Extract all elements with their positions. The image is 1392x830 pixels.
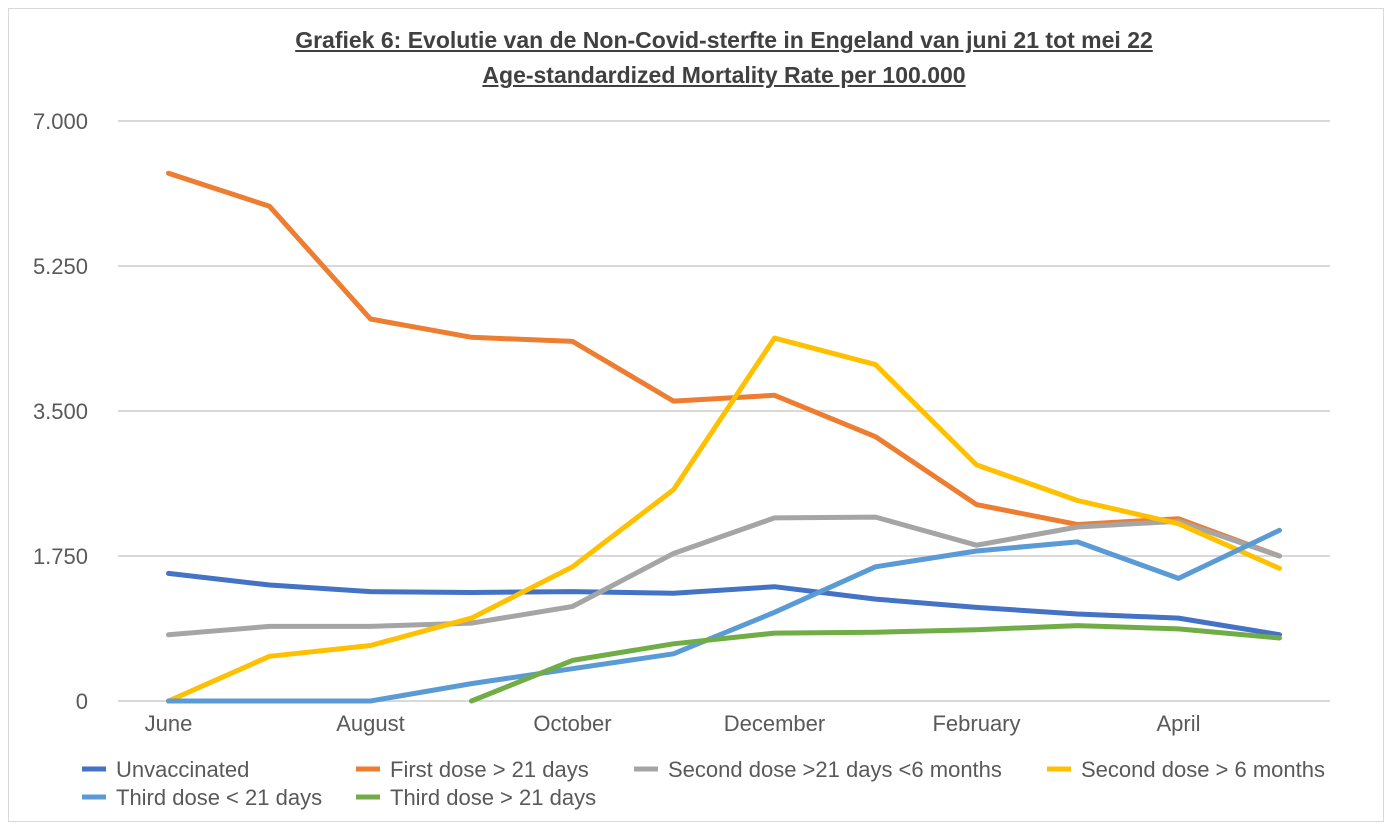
x-tick-label: June: [145, 711, 193, 736]
legend-label-4: Third dose < 21 days: [116, 785, 322, 810]
series-line-4: [166, 527, 1282, 704]
legend-label-2: Second dose >21 days <6 months: [668, 757, 1002, 782]
x-tick-label: February: [932, 711, 1020, 736]
x-tick-label: April: [1156, 711, 1200, 736]
chart-subtitle: Age-standardized Mortality Rate per 100.…: [482, 62, 966, 88]
legend-label-5: Third dose > 21 days: [390, 785, 596, 810]
series-line-3: [166, 335, 1282, 704]
legend-label-3: Second dose > 6 months: [1081, 757, 1325, 782]
series-line-1: [166, 170, 1282, 559]
y-tick-label: 5.250: [33, 254, 88, 279]
legend-label-0: Unvaccinated: [116, 757, 249, 782]
series-line-0: [166, 570, 1282, 638]
x-tick-label: October: [533, 711, 611, 736]
y-tick-label: 3.500: [33, 399, 88, 424]
series-line-2: [166, 514, 1282, 638]
x-tick-label: August: [336, 711, 405, 736]
chart-frame: [8, 8, 1384, 822]
x-tick-label: December: [724, 711, 825, 736]
y-tick-label: 1.750: [33, 544, 88, 569]
chart-title: Grafiek 6: Evolutie van de Non-Covid-ste…: [295, 27, 1153, 53]
y-tick-label: 0: [76, 689, 88, 714]
series-line-5: [469, 623, 1282, 704]
y-tick-label: 7.000: [33, 109, 88, 134]
legend-label-1: First dose > 21 days: [390, 757, 589, 782]
